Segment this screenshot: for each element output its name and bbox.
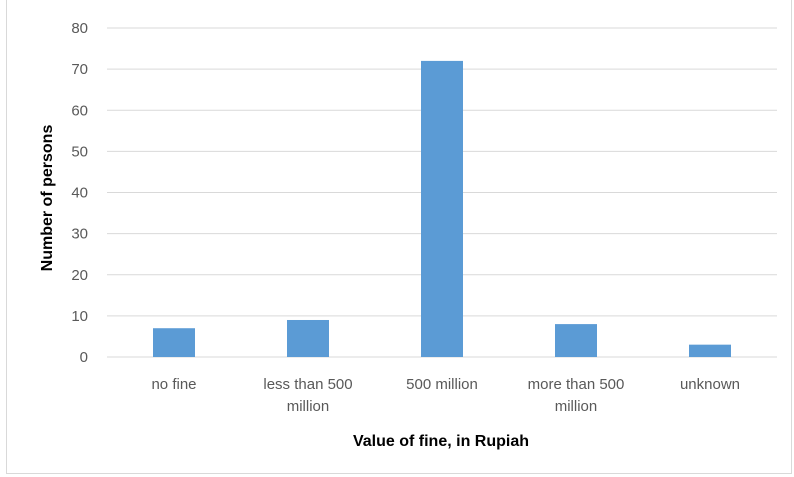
x-tick-label: less than 500 million <box>263 376 352 415</box>
x-tick-labels: no fine less than 500 million 500 million mo… <box>151 376 740 415</box>
y-tick-label: 70 <box>71 61 88 78</box>
y-axis-title: Number of persons <box>39 125 56 272</box>
y-tick-labels: 0 10 20 30 40 50 60 70 80 <box>71 20 88 366</box>
x-tick-label-line: million <box>555 398 598 415</box>
bar <box>421 60 463 358</box>
x-axis-title: Value of fine, in Rupiah <box>353 433 529 450</box>
bar <box>555 324 597 357</box>
x-tick-label-line: more than 500 <box>528 376 625 393</box>
y-tick-label: 30 <box>71 226 88 243</box>
x-tick-label: unknown <box>680 376 740 393</box>
y-tick-label: 10 <box>71 308 88 325</box>
y-tick-label: 50 <box>71 143 88 160</box>
x-tick-label-line: no fine <box>151 376 196 393</box>
x-tick-label: more than 500 million <box>528 376 625 415</box>
y-tick-label: 40 <box>71 185 88 202</box>
chart-frame <box>6 0 792 474</box>
bars <box>153 60 731 358</box>
x-tick-label: no fine <box>151 376 196 393</box>
x-tick-label-line: 500 million <box>406 376 478 393</box>
bar <box>153 328 195 357</box>
x-tick-label-line: less than 500 <box>263 376 352 393</box>
bar <box>689 344 731 357</box>
x-tick-label-line: unknown <box>680 376 740 393</box>
bar <box>287 319 329 357</box>
y-tick-label: 60 <box>71 102 88 119</box>
y-tick-label: 20 <box>71 267 88 284</box>
y-tick-label: 80 <box>71 20 88 37</box>
x-tick-label: 500 million <box>406 376 478 393</box>
y-tick-label: 0 <box>80 349 88 366</box>
x-tick-label-line: million <box>287 398 330 415</box>
